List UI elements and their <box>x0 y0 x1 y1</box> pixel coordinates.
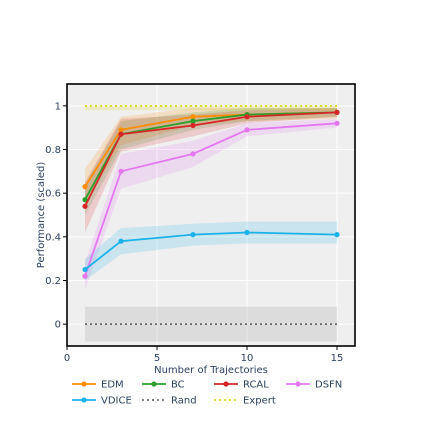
x-axis-title: Number of Trajectories <box>154 365 268 376</box>
plot-background <box>67 84 355 346</box>
legend-item-rcal: RCAL <box>214 380 269 391</box>
point-edm <box>190 114 196 120</box>
legend-label: EDM <box>101 380 124 391</box>
y-tick-label: 0.4 <box>45 232 61 243</box>
legend-item-expert: Expert <box>214 396 276 407</box>
point-bc <box>82 197 88 203</box>
point-dsfn <box>334 120 340 126</box>
point-vdice <box>334 232 340 238</box>
legend-swatch-marker <box>151 381 157 387</box>
y-tick-label: 0.2 <box>45 276 61 287</box>
point-vdice <box>244 229 250 236</box>
y-axis-title: Performance (scaled) <box>36 162 47 269</box>
point-rcal <box>118 131 124 137</box>
point-rcal <box>190 122 196 129</box>
legend: EDM BC RCAL DSFN VDICE Rand Expert <box>72 380 342 407</box>
legend-swatch-marker <box>295 381 301 387</box>
band-rcal <box>85 108 337 233</box>
x-tick-label: 15 <box>331 353 344 364</box>
point-vdice <box>118 238 124 244</box>
point-edm <box>118 127 124 133</box>
point-dsfn <box>244 127 250 133</box>
y-tick-label: 0 <box>55 320 61 331</box>
x-tick-label: 0 <box>64 353 70 364</box>
y-tick-label: 1 <box>55 101 61 112</box>
point-rcal <box>244 114 250 120</box>
band-vdice <box>85 221 337 281</box>
legend-label: BC <box>171 380 185 391</box>
y-tick-label: 0.8 <box>45 145 61 156</box>
band-edm <box>85 108 337 205</box>
x-tick-label: 10 <box>241 353 254 364</box>
band-expert <box>85 105 337 111</box>
y-tick-label: 0.6 <box>45 189 61 200</box>
legend-swatch-marker <box>81 381 87 387</box>
legend-swatch-marker <box>81 397 87 403</box>
band-bc <box>85 108 337 215</box>
point-vdice <box>82 266 88 273</box>
legend-label: DSFN <box>315 380 342 391</box>
point-bc <box>190 118 196 124</box>
legend-label: Rand <box>171 396 197 407</box>
legend-item-rand: Rand <box>142 396 197 407</box>
legend-item-edm: EDM <box>72 380 124 391</box>
x-tick-label: 5 <box>154 353 160 364</box>
point-dsfn <box>118 168 124 174</box>
legend-swatch-marker <box>223 381 229 387</box>
point-rcal <box>334 109 340 115</box>
plot-series-group <box>82 105 340 342</box>
legend-item-vdice: VDICE <box>72 396 132 407</box>
point-edm <box>82 184 88 190</box>
legend-item-dsfn: DSFN <box>286 380 342 391</box>
point-dsfn <box>190 151 196 157</box>
legend-label: VDICE <box>101 396 132 407</box>
point-dsfn <box>82 273 88 279</box>
plot-border <box>66 83 356 347</box>
point-rcal <box>82 203 88 209</box>
point-vdice <box>190 232 196 238</box>
legend-label: Expert <box>243 396 276 407</box>
legend-item-bc: BC <box>142 380 185 391</box>
band-dsfn <box>85 118 337 290</box>
legend-label: RCAL <box>243 380 269 391</box>
